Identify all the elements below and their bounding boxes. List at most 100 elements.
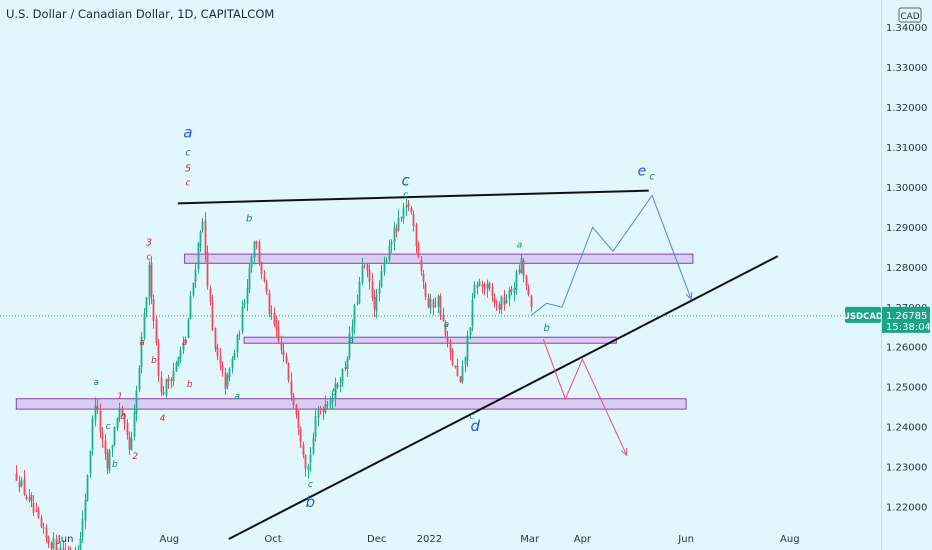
candle-body xyxy=(116,418,119,429)
candle-body xyxy=(148,264,151,300)
time-axis[interactable]: Jun Aug Oct Dec 2022 Mar Apr Jun Aug xyxy=(57,534,800,545)
candle-body xyxy=(491,287,494,297)
price-tick-label: 1.25000 xyxy=(886,383,927,394)
candle-body xyxy=(179,350,182,360)
candle-body xyxy=(270,313,273,315)
candle-body xyxy=(175,362,178,372)
candle-body xyxy=(172,370,175,381)
candle-body xyxy=(192,282,195,296)
candle-body xyxy=(292,395,295,406)
horizontal-zones xyxy=(15,253,694,410)
candle-body xyxy=(273,313,276,325)
candle-body xyxy=(385,260,388,262)
wave-label: a xyxy=(517,240,523,250)
candle-body xyxy=(336,384,339,388)
candle-body xyxy=(290,380,293,396)
wave-label: 3 xyxy=(146,237,152,248)
candle-body xyxy=(275,324,278,330)
candle-body xyxy=(402,207,405,220)
candle-body xyxy=(55,539,58,550)
candle-body xyxy=(15,473,18,481)
candle-body xyxy=(366,264,369,271)
candle-body xyxy=(481,284,484,287)
candle-body xyxy=(23,478,26,495)
candle-body xyxy=(121,408,124,416)
candle-body xyxy=(118,407,121,420)
candle-body xyxy=(260,261,263,275)
wave-label: 1 xyxy=(117,392,123,402)
trendlines xyxy=(177,189,779,540)
bar-countdown: 15:38:04 xyxy=(886,322,931,333)
candle-body xyxy=(165,379,168,396)
candle-body xyxy=(444,322,447,336)
candle-body xyxy=(348,332,351,358)
candle-body xyxy=(167,377,170,382)
candle-body xyxy=(20,480,23,486)
candle-body xyxy=(184,338,187,343)
candle-body xyxy=(40,517,43,527)
candle-body xyxy=(341,368,344,384)
wave-label: a xyxy=(139,338,145,348)
candle-body xyxy=(478,282,481,287)
candle-body xyxy=(255,242,258,244)
candle-body xyxy=(32,502,35,513)
candle-body xyxy=(209,288,212,302)
candle-body xyxy=(324,403,327,413)
candle-body xyxy=(331,397,334,402)
candle-body xyxy=(486,283,489,290)
candle-body xyxy=(150,262,153,297)
time-tick-label: Aug xyxy=(780,534,800,545)
candle-body xyxy=(201,221,204,231)
candle-body xyxy=(155,319,158,343)
candle-body xyxy=(108,450,111,471)
candle-body xyxy=(248,267,251,290)
candle-body xyxy=(513,287,516,293)
support-resistance-zone xyxy=(15,398,687,410)
candle-body xyxy=(530,295,533,308)
projection-bullish xyxy=(531,194,692,316)
candle-body xyxy=(91,418,94,450)
candle-body xyxy=(135,390,138,414)
candle-body xyxy=(236,334,239,353)
wave-label: c xyxy=(649,171,655,182)
candle-body xyxy=(405,205,408,208)
candle-body xyxy=(322,408,325,412)
candle-body xyxy=(45,527,48,538)
candle-body xyxy=(344,366,347,370)
wave-label: b xyxy=(151,356,157,366)
candle-body xyxy=(388,245,391,260)
wave-label: d xyxy=(471,417,481,435)
candle-body xyxy=(378,288,381,294)
candle-body xyxy=(157,343,160,376)
candle-body xyxy=(268,292,271,314)
price-tick-label: 1.31000 xyxy=(886,143,927,154)
time-tick-label: Dec xyxy=(367,534,386,545)
candle-body xyxy=(297,413,300,428)
projection-arrowhead xyxy=(685,292,693,301)
candles xyxy=(15,198,533,550)
price-tick-label: 1.22000 xyxy=(886,503,927,514)
candle-body xyxy=(187,318,190,338)
candle-body xyxy=(206,252,209,287)
candle-body xyxy=(437,295,440,307)
candle-body xyxy=(160,377,163,392)
candle-body xyxy=(170,379,173,382)
candle-body xyxy=(424,283,427,297)
candle-body xyxy=(111,445,114,449)
candle-body xyxy=(326,404,329,407)
candle-body xyxy=(312,437,315,454)
currency-box[interactable]: CAD xyxy=(898,7,922,23)
candle-body xyxy=(113,427,116,445)
time-tick-label: Aug xyxy=(160,534,180,545)
price-tick-label: 1.24000 xyxy=(886,423,927,434)
support-resistance-zone xyxy=(243,336,617,344)
projection-paths xyxy=(531,194,693,457)
currency-label: CAD xyxy=(900,12,919,22)
candle-body xyxy=(182,343,185,351)
candle-body xyxy=(263,275,266,281)
candle-body xyxy=(469,327,472,336)
candle-body xyxy=(241,306,244,332)
candle-body xyxy=(393,227,396,243)
